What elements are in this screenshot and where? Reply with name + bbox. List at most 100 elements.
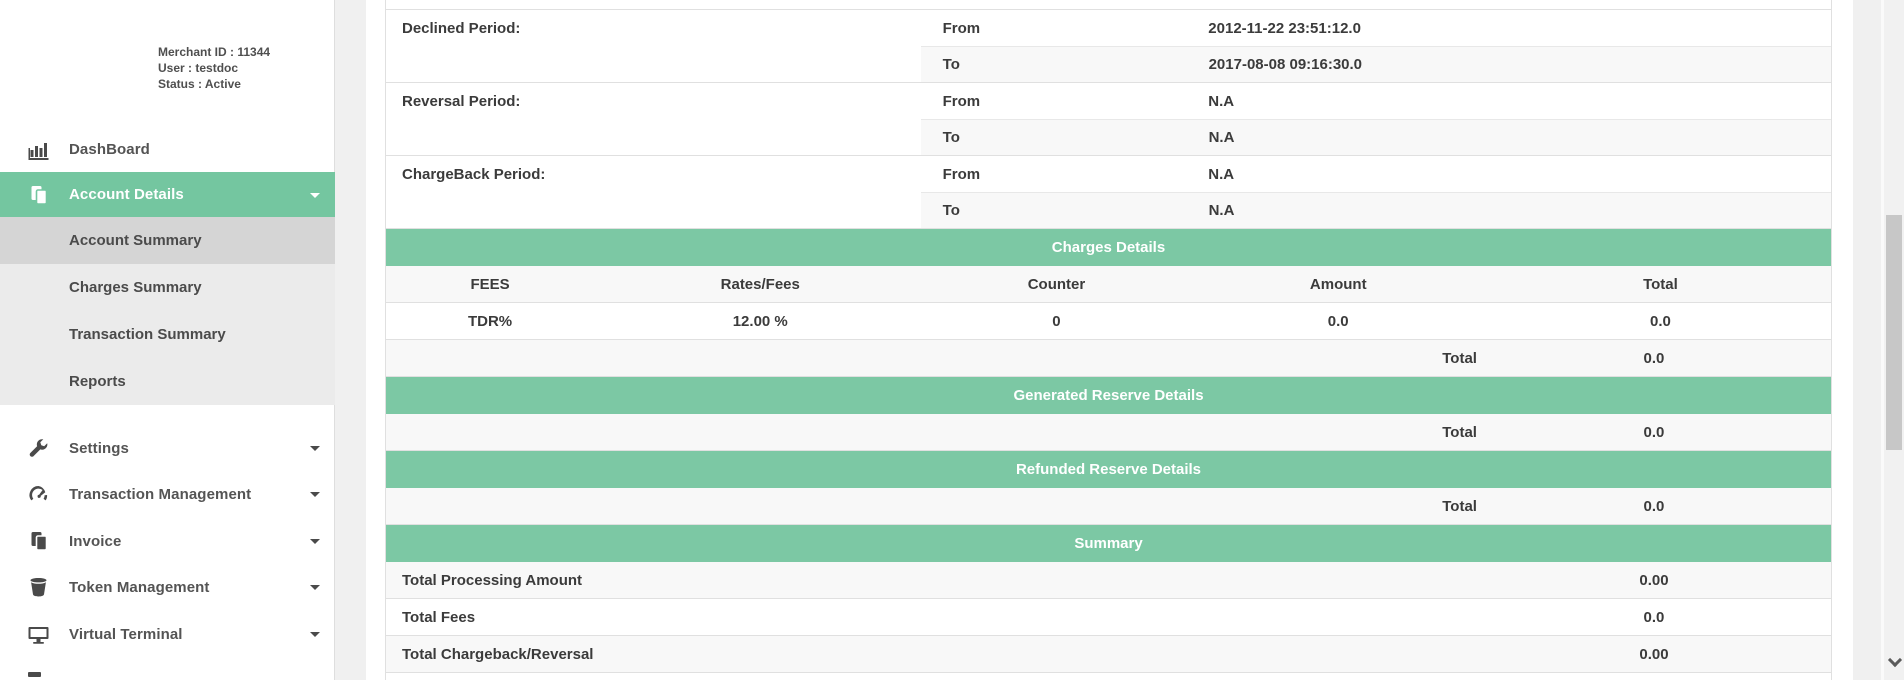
submenu-item-reports[interactable]: Reports <box>0 358 335 405</box>
period-to-value: 2017-08-08 09:16:30.0 <box>1208 56 1363 73</box>
sidebar-item-label: Account Details <box>69 186 184 203</box>
table-row: Reversal Period: From N.A <box>386 83 1831 119</box>
to-label: To <box>942 56 960 73</box>
submenu-item-label: Account Summary <box>69 232 202 249</box>
submenu-item-label: Transaction Summary <box>69 326 226 343</box>
table-row: To N.A <box>386 192 1831 228</box>
tachometer-icon <box>29 486 48 501</box>
chevron-down-icon <box>310 632 320 637</box>
total-label: Total <box>1442 423 1477 441</box>
sidebar: Merchant ID : 11344 User : testdoc Statu… <box>0 0 335 680</box>
sidebar-item-label: Invoice <box>69 532 122 550</box>
submenu-item-transaction-summary[interactable]: Transaction Summary <box>0 311 335 358</box>
sidebar-item-settings[interactable]: Settings <box>0 425 335 471</box>
period-from-value: 2012-11-22 23:51:12.0 <box>1208 19 1361 37</box>
column-header: Total <box>1643 275 1678 293</box>
sidebar-item-dashboard[interactable]: DashBoard <box>0 127 335 172</box>
sidebar-item-label: DashBoard <box>69 141 150 158</box>
partial-menu-icon <box>28 672 41 677</box>
account-summary-content: Declined Period: From 2012-11-22 23:51:1… <box>366 0 1853 680</box>
summary-label: Total Processing Amount <box>402 571 583 589</box>
summary-label: Total Fees <box>402 608 476 626</box>
chevron-down-icon <box>310 446 320 451</box>
monitor-icon <box>28 627 49 644</box>
chevron-down-icon <box>310 192 320 198</box>
bucket-icon <box>30 578 47 597</box>
fee-counter: 0 <box>1052 312 1061 330</box>
sidebar-item-token-management[interactable]: Token Management <box>0 564 335 610</box>
fee-total: 0.0 <box>1650 312 1671 330</box>
total-value: 0.0 <box>1643 349 1665 367</box>
charges-header-row: FEES Rates/Fees Counter Amount Total <box>386 266 1831 303</box>
period-to-value: N.A <box>1208 202 1235 219</box>
sidebar-item-label: Settings <box>69 439 129 457</box>
period-to-value: N.A <box>1208 129 1235 146</box>
submenu-item-label: Reports <box>69 373 126 390</box>
table-row: ChargeBack Period: From N.A <box>386 156 1831 192</box>
from-label: From <box>942 19 981 37</box>
reversal-period-group: Reversal Period: From N.A To N.A <box>386 83 1831 156</box>
to-label: To <box>942 202 960 219</box>
from-label: From <box>942 92 981 110</box>
table-partial-row <box>386 0 1831 10</box>
vertical-scrollbar[interactable] <box>1884 0 1904 680</box>
fee-amount: 0.0 <box>1327 312 1349 330</box>
merchant-id-text: Merchant ID : 11344 <box>158 45 271 59</box>
period-from-value: N.A <box>1208 165 1235 183</box>
summary-value: 0.00 <box>1639 645 1669 663</box>
period-label: ChargeBack Period: <box>402 165 546 183</box>
sidebar-item-label: Transaction Management <box>69 485 252 503</box>
declined-period-group: Declined Period: From 2012-11-22 23:51:1… <box>386 10 1831 83</box>
scrollbar-separator <box>1881 0 1884 680</box>
summary-row-processing: Total Processing Amount 0.00 <box>386 562 1831 599</box>
summary-row-chargeback: Total Chargeback/Reversal 0.00 <box>386 636 1831 673</box>
generated-reserve-banner: Generated Reserve Details <box>386 377 1831 414</box>
sidebar-item-transaction-management[interactable]: Transaction Management <box>0 471 335 517</box>
documents-icon <box>31 185 48 205</box>
from-label: From <box>942 165 981 183</box>
account-details-submenu: Account Summary Charges Summary Transact… <box>0 217 335 405</box>
bar-chart-icon <box>28 142 49 160</box>
account-summary-table: Declined Period: From 2012-11-22 23:51:1… <box>385 0 1832 680</box>
total-label: Total <box>1442 497 1477 515</box>
total-value: 0.0 <box>1643 497 1665 515</box>
column-header: Rates/Fees <box>720 275 800 293</box>
submenu-item-account-summary[interactable]: Account Summary <box>0 217 335 264</box>
sidebar-item-virtual-terminal[interactable]: Virtual Terminal <box>0 611 335 657</box>
total-label: Total <box>1442 349 1477 367</box>
chevron-down-icon <box>310 585 320 590</box>
submenu-item-label: Charges Summary <box>69 279 202 296</box>
summary-banner: Summary <box>386 525 1831 562</box>
scroll-down-arrow-icon[interactable] <box>1888 654 1900 666</box>
table-row: Declined Period: From 2012-11-22 23:51:1… <box>386 10 1831 46</box>
table-row: To 2017-08-08 09:16:30.0 <box>386 46 1831 82</box>
chevron-down-icon <box>310 539 320 544</box>
period-label: Declined Period: <box>402 19 521 37</box>
fee-rate: 12.00 % <box>732 312 788 330</box>
sidebar-item-label: Token Management <box>69 578 210 596</box>
generated-reserve-total-row: Total 0.0 <box>386 414 1831 451</box>
sidebar-item-invoice[interactable]: Invoice <box>0 518 335 564</box>
sidebar-item-account-details[interactable]: Account Details <box>0 172 335 217</box>
refunded-reserve-banner: Refunded Reserve Details <box>386 451 1831 488</box>
summary-value: 0.00 <box>1639 571 1669 589</box>
wrench-icon <box>29 439 48 457</box>
table-partial-row <box>386 673 1831 680</box>
column-header: Counter <box>1027 275 1086 293</box>
merchant-status-text: Status : Active <box>158 77 241 91</box>
submenu-item-charges-summary[interactable]: Charges Summary <box>0 264 335 311</box>
to-label: To <box>942 129 960 146</box>
table-row: To N.A <box>386 119 1831 155</box>
column-header: FEES <box>470 275 510 293</box>
column-header: Amount <box>1309 275 1367 293</box>
chargeback-period-group: ChargeBack Period: From N.A To N.A <box>386 156 1831 229</box>
documents-icon <box>31 532 48 551</box>
merchant-info: Merchant ID : 11344 User : testdoc Statu… <box>158 44 270 92</box>
fee-name: TDR% <box>467 312 513 330</box>
scrollbar-thumb[interactable] <box>1886 215 1902 450</box>
total-value: 0.0 <box>1643 423 1665 441</box>
period-from-value: N.A <box>1208 92 1235 110</box>
charges-details-banner: Charges Details <box>386 229 1831 266</box>
period-label: Reversal Period: <box>402 92 521 110</box>
